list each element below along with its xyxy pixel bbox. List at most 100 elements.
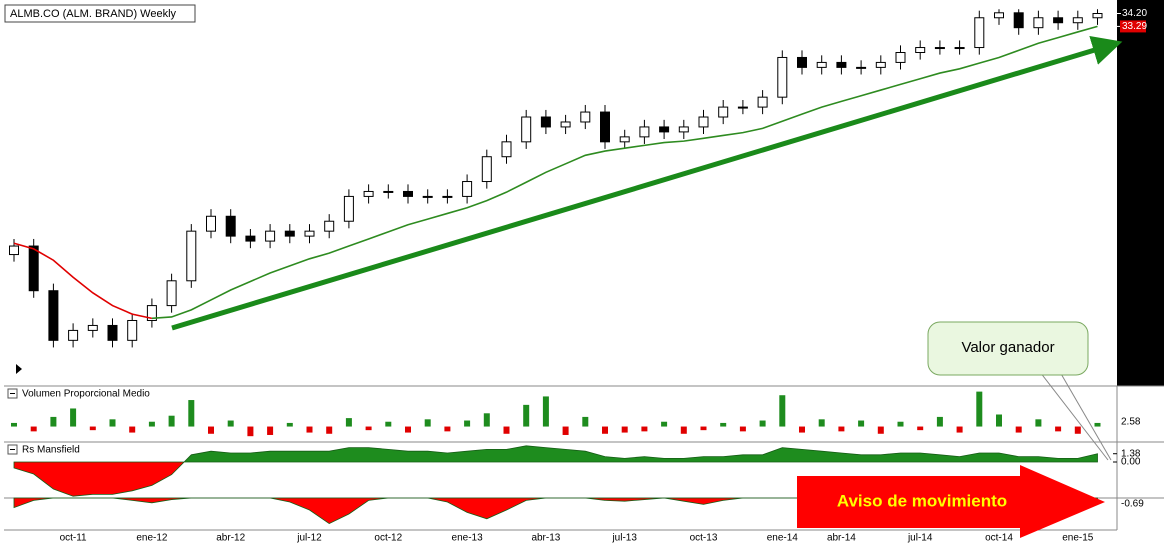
volume-bar bbox=[602, 426, 608, 434]
y-tick-box bbox=[1120, 20, 1146, 33]
candle-body bbox=[265, 230, 276, 242]
volume-bar bbox=[976, 391, 983, 427]
y-tick-label: 34.20 bbox=[1122, 8, 1147, 19]
candle-body bbox=[206, 215, 216, 232]
moving-average bbox=[13, 242, 153, 320]
volume-bar bbox=[700, 426, 707, 431]
volume-bar bbox=[11, 422, 17, 427]
candle-body bbox=[28, 245, 39, 292]
signal-text: Aviso de movimiento bbox=[837, 491, 1007, 510]
volume-bar bbox=[1074, 426, 1081, 434]
candle-body bbox=[422, 195, 433, 198]
candle-body bbox=[856, 66, 867, 69]
volume-bar bbox=[956, 426, 963, 433]
callout-pointer bbox=[1039, 371, 1109, 461]
x-tick-label: abr-13 bbox=[531, 533, 560, 544]
volume-bar bbox=[188, 400, 195, 427]
candle-body bbox=[678, 126, 689, 133]
candle-body bbox=[383, 190, 394, 193]
candle-body bbox=[363, 190, 374, 197]
volume-bar bbox=[89, 426, 96, 431]
volume-bar bbox=[582, 416, 589, 427]
candle-body bbox=[48, 290, 59, 341]
volume-bar bbox=[50, 416, 57, 427]
candle-body bbox=[994, 12, 1004, 19]
volume-bar bbox=[523, 404, 530, 427]
y-tick-label: 33.29 bbox=[1122, 21, 1147, 32]
x-tick-label: ene-15 bbox=[1062, 533, 1094, 544]
candle-body bbox=[146, 305, 157, 321]
candle-body bbox=[284, 230, 295, 237]
volume-bar bbox=[148, 421, 155, 427]
volume-bar bbox=[877, 426, 884, 434]
volume-bar bbox=[897, 421, 904, 427]
x-tick-label: jul-14 bbox=[907, 533, 933, 544]
volume-bar bbox=[208, 426, 214, 434]
candle-body bbox=[974, 17, 985, 49]
candle-body bbox=[225, 215, 236, 237]
volume-bar bbox=[936, 416, 943, 427]
x-tick-label: ene-13 bbox=[452, 533, 484, 544]
volume-bar bbox=[779, 395, 786, 427]
candle-body bbox=[304, 230, 315, 237]
volume-bar bbox=[720, 422, 727, 427]
volume-bar bbox=[996, 414, 1002, 427]
trend-arrow bbox=[171, 35, 1123, 331]
volume-bar bbox=[267, 426, 274, 435]
candle-body bbox=[1072, 17, 1083, 24]
x-tick-label: jul-13 bbox=[611, 533, 637, 544]
volume-bar bbox=[641, 426, 648, 432]
volume-bar bbox=[1015, 426, 1022, 433]
callout-box bbox=[927, 321, 1089, 376]
volume-bar bbox=[858, 420, 865, 427]
candle-body bbox=[915, 47, 926, 53]
candle-body bbox=[816, 61, 827, 68]
x-tick-label: oct-14 bbox=[985, 533, 1013, 544]
candle-body bbox=[1013, 12, 1024, 29]
candle-body bbox=[836, 61, 847, 68]
candle-body bbox=[68, 329, 79, 341]
candle-body bbox=[934, 47, 945, 50]
volume-bar bbox=[739, 426, 746, 432]
volume-bar bbox=[444, 426, 451, 432]
candle-body bbox=[186, 230, 197, 282]
volume-bar bbox=[109, 419, 116, 427]
candle-body bbox=[639, 126, 650, 138]
x-tick-label: oct-11 bbox=[60, 533, 87, 544]
price-axis-strip bbox=[1117, 0, 1164, 386]
volume-bar bbox=[621, 426, 628, 433]
scroll-marker[interactable] bbox=[16, 364, 22, 374]
candle-body bbox=[403, 190, 413, 197]
title-box bbox=[4, 4, 196, 23]
candle-body bbox=[797, 56, 807, 68]
last-value-label: 2.58 bbox=[1121, 417, 1141, 428]
candle-body bbox=[737, 106, 748, 109]
candle-body bbox=[87, 324, 98, 331]
indicator-area bbox=[13, 445, 1098, 497]
volume-bar bbox=[661, 421, 668, 427]
volume-bar bbox=[365, 426, 372, 431]
candle-body bbox=[166, 280, 177, 307]
volume-bar bbox=[759, 420, 766, 427]
volume-bar bbox=[542, 396, 549, 427]
volume-bar bbox=[345, 418, 352, 427]
volume-bar bbox=[70, 408, 77, 427]
candle-body bbox=[895, 52, 906, 63]
volume-bar bbox=[1055, 426, 1062, 432]
volume-bar bbox=[247, 426, 254, 437]
y-tick-label: 1.38 bbox=[1121, 448, 1141, 459]
volume-bar bbox=[227, 420, 234, 427]
candle-body bbox=[245, 235, 256, 242]
volume-bar bbox=[385, 421, 392, 427]
moving-average bbox=[151, 25, 1098, 320]
candle-body bbox=[659, 126, 670, 133]
callout-text: Valor ganador bbox=[961, 339, 1054, 356]
volume-bar bbox=[286, 422, 293, 427]
volume-bar bbox=[818, 419, 825, 427]
candle-body bbox=[757, 96, 768, 108]
candle-body bbox=[107, 324, 118, 341]
candle-body bbox=[1033, 17, 1044, 29]
volume-bar bbox=[483, 413, 490, 427]
candle-body bbox=[324, 220, 335, 232]
